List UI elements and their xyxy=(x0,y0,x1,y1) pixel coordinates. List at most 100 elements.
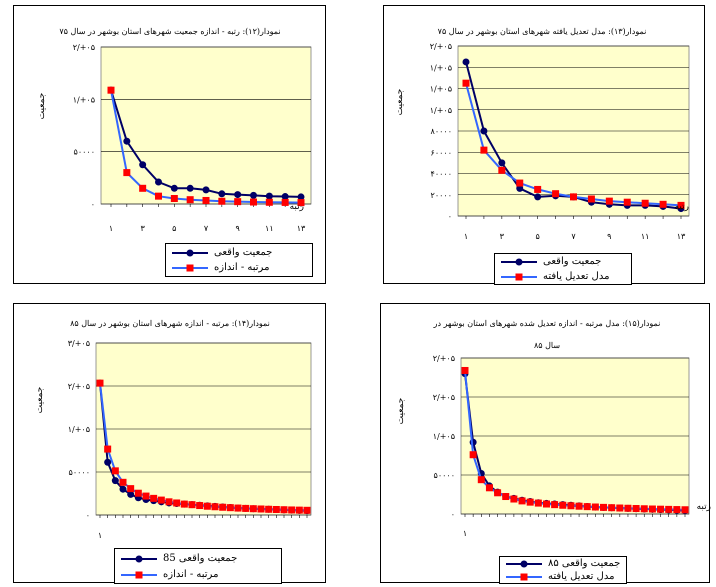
y-tick-label: ۱/+۰۵ xyxy=(430,85,452,94)
y-tick-label: ۰ xyxy=(86,511,90,520)
legend-label: جمعیت واقعی ۸۵ xyxy=(548,558,621,569)
legend-swatch-icon xyxy=(121,555,157,563)
y-tick-label: ۲/+۰۵ xyxy=(433,393,455,402)
y-tick-label: ۵۰۰۰۰ xyxy=(434,471,455,480)
data-point xyxy=(534,193,542,201)
legend-label: مدل تعدیل یافته xyxy=(548,571,615,582)
x-axis-label: رتبه xyxy=(697,502,711,512)
data-point xyxy=(567,502,575,510)
legend-label: مرتبه - اندازه xyxy=(214,262,270,273)
data-point xyxy=(462,58,470,66)
legend-label: مدل تعدیل یافته xyxy=(543,271,610,282)
legend-label: جمعیت واقعی xyxy=(214,247,273,258)
y-tick-label: ۲/+۰۵ xyxy=(433,354,455,363)
chart-title-line2: سال ۸۵ xyxy=(534,341,560,350)
data-point xyxy=(469,451,477,459)
chart-panel-12: نمودار(۱۲): رتبه - اندازه جمعیت شهرهای ا… xyxy=(13,5,326,284)
chart-14: نمودار(۱۴): مرتبه - اندازه شهرهای استان … xyxy=(35,319,312,540)
data-point xyxy=(139,161,147,169)
data-point xyxy=(552,190,560,198)
x-tick-label: ۹ xyxy=(607,232,611,241)
x-tick-label: ۱ xyxy=(464,232,468,241)
plot-area xyxy=(100,46,312,205)
data-point xyxy=(186,196,194,204)
data-point xyxy=(288,506,296,514)
x-tick-label: ۱ xyxy=(98,531,102,540)
data-point xyxy=(570,193,577,201)
data-point xyxy=(575,502,583,510)
data-point xyxy=(219,503,227,511)
data-point xyxy=(234,198,242,206)
chart-title: نمودار(۱۴): مرتبه - اندازه شهرهای استان … xyxy=(70,319,270,328)
y-tick-label: ۶۰۰۰۰ xyxy=(431,148,452,157)
data-point xyxy=(157,496,165,504)
data-point xyxy=(150,494,158,502)
data-point xyxy=(498,166,506,174)
data-point xyxy=(303,506,311,514)
data-point xyxy=(516,184,524,192)
data-point xyxy=(104,458,112,466)
data-point xyxy=(139,184,147,192)
legend-swatch-icon xyxy=(506,573,542,581)
data-point xyxy=(188,501,196,509)
data-point xyxy=(250,191,257,199)
x-tick-label: ۱۳ xyxy=(677,232,686,241)
data-point xyxy=(119,485,127,493)
data-point xyxy=(632,505,640,513)
data-point xyxy=(170,195,178,203)
data-point xyxy=(516,179,524,187)
y-tick-label: ۵۰۰۰۰ xyxy=(69,468,90,477)
data-point xyxy=(173,499,181,507)
legend-item-model: مدل تعدیل یافته xyxy=(495,270,631,284)
legend-swatch-icon xyxy=(501,258,537,266)
series-line-model xyxy=(464,370,686,511)
data-point xyxy=(265,505,273,513)
data-point xyxy=(677,201,685,209)
legend: جمعیت واقعی 85 مرتبه - اندازه xyxy=(114,548,282,584)
data-point xyxy=(170,184,178,192)
y-tick-label: ۸۰۰۰۰ xyxy=(431,127,452,136)
legend-label: جمعیت واقعی 85 xyxy=(163,553,238,564)
data-point xyxy=(551,501,559,509)
data-point xyxy=(155,178,162,186)
y-tick-label: ۴۰۰۰۰ xyxy=(431,170,452,179)
x-tick-label: ۱۱ xyxy=(265,224,274,233)
y-tick-label: ۲/+۰۵ xyxy=(73,43,95,52)
data-point xyxy=(623,198,631,206)
chart-panel-15: نمودار(۱۵): مدل مرتبه - اندازه تعدیل شده… xyxy=(380,303,711,584)
chart-15: نمودار(۱۵): مدل مرتبه - اندازه تعدیل شده… xyxy=(396,319,711,538)
y-tick-label: ۱/+۰۵ xyxy=(433,432,455,441)
y-tick-label: ۰ xyxy=(91,200,95,209)
data-point xyxy=(485,484,493,492)
data-point xyxy=(600,503,608,511)
data-point xyxy=(226,504,234,512)
legend-item-actual: جمعیت واقعی ۸۵ xyxy=(500,557,626,571)
chart-panel-13: نمودار(۱۳): مدل تعدیل یافته شهرهای استان… xyxy=(383,5,705,285)
legend-swatch-icon xyxy=(501,273,537,281)
data-point xyxy=(502,493,510,501)
data-point xyxy=(624,504,632,512)
data-point xyxy=(218,190,226,198)
legend-item-actual: جمعیت واقعی xyxy=(495,255,631,269)
x-axis-label: رتبه xyxy=(675,202,689,212)
y-tick-label: ۵۰۰۰۰ xyxy=(74,148,95,157)
data-point xyxy=(211,503,219,511)
y-tick-label: ۲/+۰۵ xyxy=(68,382,90,391)
data-point xyxy=(587,195,595,203)
data-point xyxy=(134,489,142,497)
data-point xyxy=(265,192,273,200)
legend-item-model: مدل تعدیل یافته xyxy=(500,570,626,584)
y-axis-label: جمعیت xyxy=(395,89,405,116)
series-line-model xyxy=(99,382,308,512)
data-point xyxy=(127,485,135,493)
chart-13: نمودار(۱۳): مدل تعدیل یافته شهرهای استان… xyxy=(395,27,690,241)
data-point xyxy=(534,499,542,507)
data-point xyxy=(142,492,150,500)
data-point xyxy=(659,200,667,208)
legend-label: مرتبه - اندازه xyxy=(163,569,219,580)
legend: جمعیت واقعی مرتبه - اندازه xyxy=(165,243,313,277)
y-tick-label: ۰ xyxy=(448,212,452,221)
data-point xyxy=(673,506,681,514)
legend-swatch-icon xyxy=(121,571,157,579)
chart-panel-14: نمودار(۱۴): مرتبه - اندازه شهرهای استان … xyxy=(13,303,326,584)
